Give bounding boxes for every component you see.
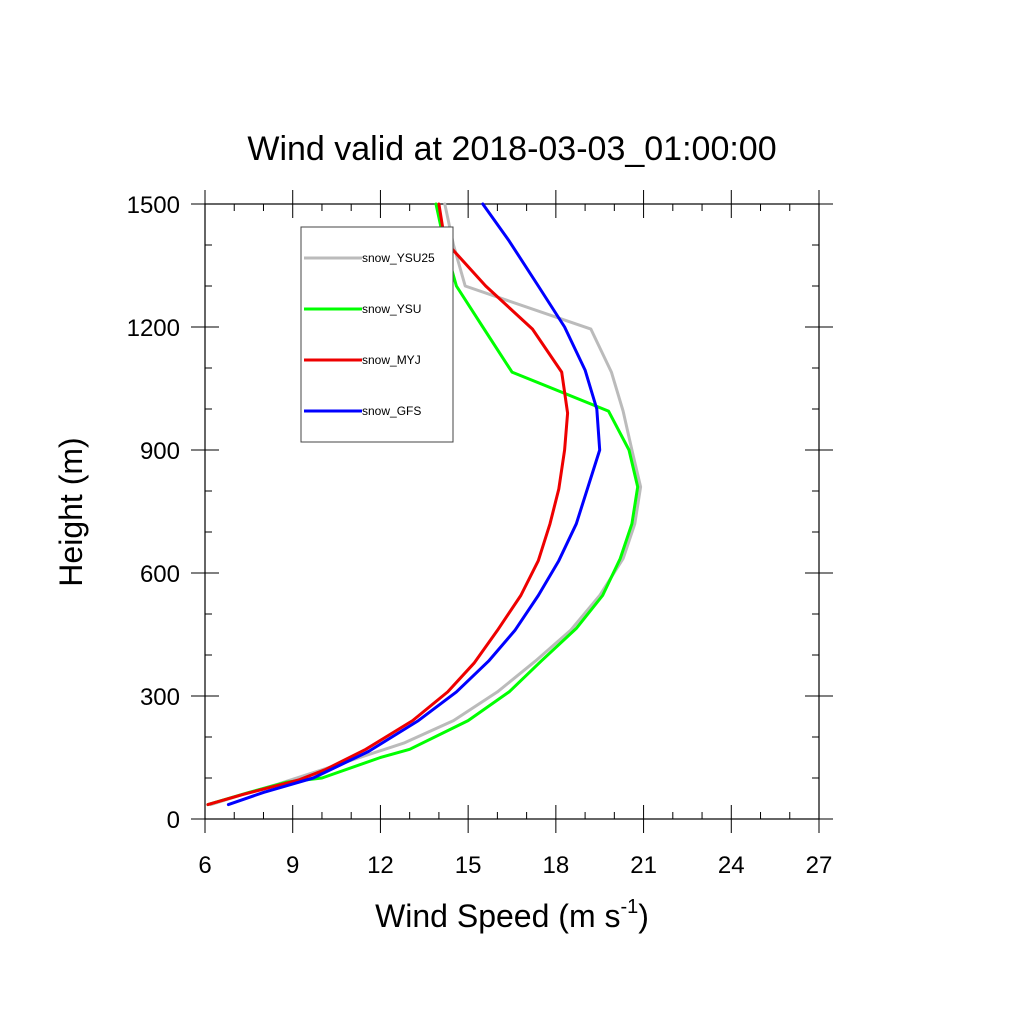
x-axis-label-main: Wind Speed (m s (375, 898, 620, 934)
series-line-snow-ysu (206, 202, 640, 807)
x-tick-label: 15 (455, 852, 482, 879)
chart-title: Wind valid at 2018-03-03_01:00:00 (247, 130, 776, 168)
y-tick-label: 600 (140, 561, 180, 588)
y-tick-label: 1500 (127, 192, 180, 219)
legend-label-snow-gfs: snow_GFS (362, 404, 421, 418)
x-tick-label: 24 (718, 852, 745, 879)
legend-label-snow-myj: snow_MYJ (362, 353, 421, 367)
legend-label-snow-ysu25: snow_YSU25 (362, 251, 435, 265)
legend: snow_YSU25 snow_YSU snow_MYJ snow_GFS (300, 226, 454, 443)
y-tick-label: 300 (140, 684, 180, 711)
x-axis-label: Wind Speed (m s-1) (375, 896, 649, 934)
y-axis-label: Height (m) (53, 437, 89, 586)
series-line-snow-myj (206, 202, 570, 807)
x-axis-label-superscript: -1 (620, 896, 638, 918)
x-tick-label: 12 (367, 852, 394, 879)
series-line-snow-gfs (226, 202, 602, 807)
legend-label-snow-ysu: snow_YSU (362, 302, 421, 316)
legend-box (300, 226, 454, 443)
x-tick-label: 6 (198, 852, 211, 879)
y-tick-label: 900 (140, 438, 180, 465)
x-tick-label: 18 (543, 852, 570, 879)
plot-axes: 6 9 12 15 18 21 24 27 0 300 600 900 1200 1500 (127, 190, 833, 879)
series-layer (206, 202, 643, 807)
x-tick-label: 27 (806, 852, 833, 879)
plot-frame (204, 203, 820, 820)
y-tick-label: 1200 (127, 315, 180, 342)
x-tick-label: 21 (630, 852, 657, 879)
x-tick-label: 9 (286, 852, 299, 879)
y-tick-label: 0 (167, 807, 180, 834)
x-axis-label-end: ) (638, 898, 649, 934)
